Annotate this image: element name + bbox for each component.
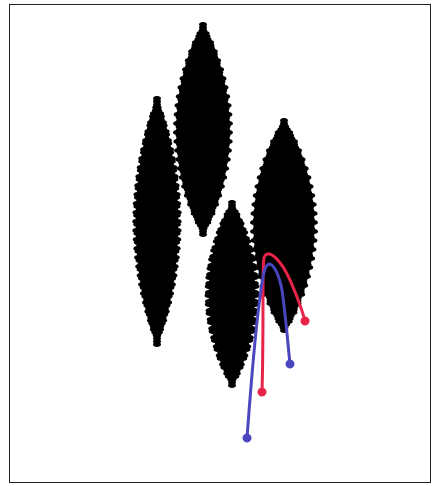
red-curve — [260, 252, 307, 393]
blob-segment — [199, 232, 207, 237]
blue-curve-start-point — [242, 433, 252, 443]
blue-curve — [245, 262, 292, 439]
blue-curve-end-point — [285, 359, 295, 369]
blob-segment — [224, 374, 240, 379]
red-curve-start-point — [257, 387, 267, 397]
curve-layer — [242, 252, 310, 443]
right-lobe — [250, 118, 318, 333]
red-curve-end-point — [300, 316, 310, 326]
black-blob-cluster — [132, 22, 318, 388]
left-lobe — [132, 96, 182, 347]
center-lobe — [204, 200, 260, 388]
blob-segment — [228, 383, 236, 388]
top-lobe — [173, 22, 233, 237]
blob-segment — [153, 342, 161, 347]
